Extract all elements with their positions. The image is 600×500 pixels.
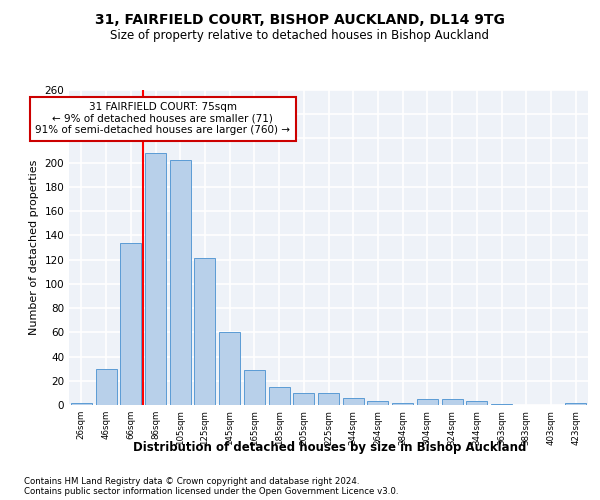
Bar [367, 402, 388, 405]
Bar [442, 399, 463, 405]
Bar [194, 258, 215, 405]
Text: Distribution of detached houses by size in Bishop Auckland: Distribution of detached houses by size … [133, 441, 527, 454]
Bar [219, 332, 240, 405]
Bar [170, 160, 191, 405]
Bar [244, 370, 265, 405]
Y-axis label: Number of detached properties: Number of detached properties [29, 160, 39, 335]
Text: 31, FAIRFIELD COURT, BISHOP AUCKLAND, DL14 9TG: 31, FAIRFIELD COURT, BISHOP AUCKLAND, DL… [95, 12, 505, 26]
Bar [269, 387, 290, 405]
Text: 31 FAIRFIELD COURT: 75sqm
← 9% of detached houses are smaller (71)
91% of semi-d: 31 FAIRFIELD COURT: 75sqm ← 9% of detach… [35, 102, 290, 136]
Bar [565, 402, 586, 405]
Bar [95, 368, 116, 405]
Bar [343, 398, 364, 405]
Bar [417, 399, 438, 405]
Bar [120, 242, 141, 405]
Bar [145, 153, 166, 405]
Text: Contains HM Land Registry data © Crown copyright and database right 2024.: Contains HM Land Registry data © Crown c… [24, 476, 359, 486]
Bar [71, 402, 92, 405]
Text: Size of property relative to detached houses in Bishop Auckland: Size of property relative to detached ho… [110, 29, 490, 42]
Bar [466, 402, 487, 405]
Bar [491, 404, 512, 405]
Bar [318, 393, 339, 405]
Bar [293, 393, 314, 405]
Text: Contains public sector information licensed under the Open Government Licence v3: Contains public sector information licen… [24, 486, 398, 496]
Bar [392, 402, 413, 405]
